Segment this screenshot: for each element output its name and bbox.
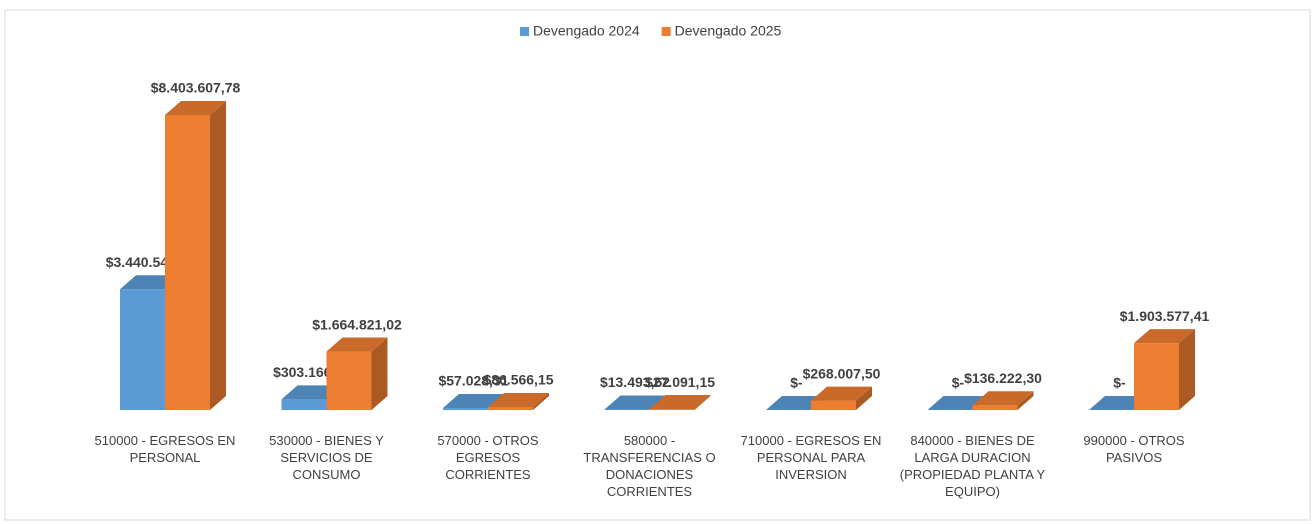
data-label: $57.028,31 xyxy=(438,373,508,389)
bar-side xyxy=(533,392,549,410)
bar-side xyxy=(1179,329,1195,410)
data-label: $27.091,15 xyxy=(645,374,715,390)
x-tick-label: 580000 - TRANSFERENCIAS O DONACIONES COR… xyxy=(583,433,716,499)
x-tick-label: 710000 - EGRESOS EN PERSONAL PARA INVERS… xyxy=(740,433,882,482)
x-tick-label: 840000 - BIENES DE LARGA DURACION (PROPI… xyxy=(899,433,1046,499)
bar xyxy=(1134,343,1179,410)
bar-top xyxy=(165,101,226,115)
bar-top xyxy=(443,393,504,408)
bar xyxy=(120,289,165,410)
bar xyxy=(281,399,327,410)
bar xyxy=(488,406,533,410)
bar-side xyxy=(371,337,388,410)
bar-top xyxy=(604,395,666,410)
bar-top xyxy=(972,391,1034,406)
data-label: $8.403.607,78 xyxy=(151,80,241,96)
bar-side xyxy=(694,395,711,410)
x-tick-label: 530000 - BIENES Y SERVICIOS DE CONSUMO xyxy=(269,433,384,482)
bar xyxy=(811,400,856,410)
legend-swatch xyxy=(661,27,671,36)
data-label: $268.007,50 xyxy=(803,365,881,381)
legend-label: Devengado 2025 xyxy=(675,23,782,39)
data-label: $13.493,62 xyxy=(600,374,670,390)
bar xyxy=(649,409,695,410)
bar-top xyxy=(488,392,549,407)
legend-label: Devengado 2024 xyxy=(533,23,640,39)
data-label: $1.903.577,41 xyxy=(1120,308,1210,324)
bar xyxy=(972,405,1018,410)
bar-top xyxy=(649,395,711,410)
bar-side xyxy=(856,386,872,410)
bar-side xyxy=(1017,391,1034,410)
bar xyxy=(443,407,488,410)
bar xyxy=(165,115,210,410)
x-tick-label: 990000 - OTROS PASIVOS xyxy=(1083,433,1185,465)
data-label: $- xyxy=(952,375,965,391)
data-label: $86.566,15 xyxy=(483,372,553,388)
data-label: $- xyxy=(1113,375,1126,391)
x-tick-label: 510000 - EGRESOS EN PERSONAL xyxy=(94,433,236,465)
x-tick-label: 570000 - OTROS EGRESOS CORRIENTES xyxy=(437,433,539,482)
bar xyxy=(326,351,372,410)
data-label: $1.664.821,02 xyxy=(312,316,402,332)
legend-swatch xyxy=(520,27,529,36)
bar-top xyxy=(1134,329,1195,344)
bar-side xyxy=(210,101,226,410)
data-label: $136.222,30 xyxy=(964,370,1042,386)
bar-top xyxy=(326,337,388,352)
data-label: $- xyxy=(790,375,803,391)
bar-top xyxy=(811,386,872,401)
